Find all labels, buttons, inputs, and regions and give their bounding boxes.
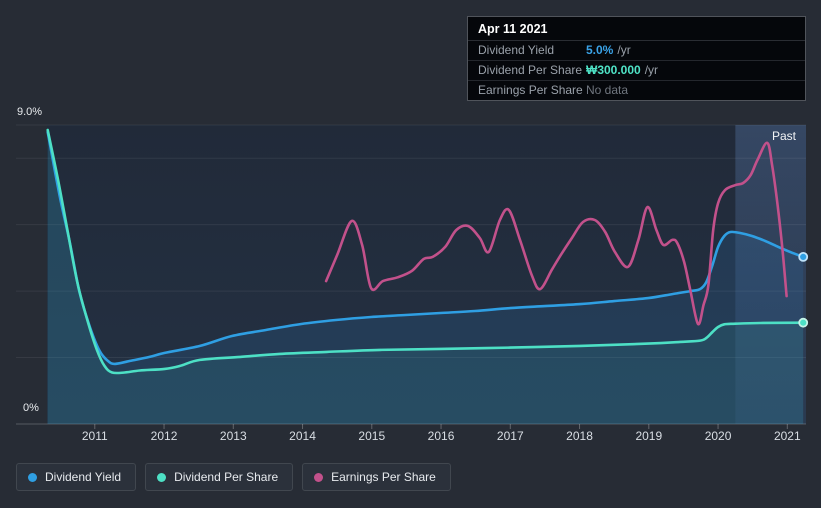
x-axis-label-2018: 2018 <box>552 429 608 443</box>
x-axis-label-2014: 2014 <box>275 429 331 443</box>
tooltip-row-value: 5.0% <box>586 44 613 57</box>
legend-item-dividend-per-share[interactable]: Dividend Per Share <box>145 463 293 491</box>
legend-dot-icon <box>314 473 323 482</box>
chart-legend: Dividend Yield Dividend Per Share Earnings… <box>16 463 451 491</box>
x-axis-label-2012: 2012 <box>136 429 192 443</box>
x-axis-label-2021: 2021 <box>759 429 815 443</box>
legend-item-label: Dividend Yield <box>45 470 121 484</box>
x-axis-label-2020: 2020 <box>690 429 746 443</box>
dividend-per-share-end-dot[interactable] <box>799 319 807 327</box>
legend-item-label: Dividend Per Share <box>174 470 278 484</box>
x-axis-label-2017: 2017 <box>482 429 538 443</box>
legend-item-dividend-yield[interactable]: Dividend Yield <box>16 463 136 491</box>
dividend-history-panel: 9.0% 0% 2011 2012 2013 2014 2015 2016 2017 2018… <box>0 0 821 508</box>
tooltip-row-label: Dividend Per Share <box>478 64 586 77</box>
y-axis-label-top: 9.0% <box>17 106 42 118</box>
x-axis-label-2015: 2015 <box>344 429 400 443</box>
tooltip-row-value: ₩300.000 <box>586 64 641 77</box>
tooltip-row-label: Earnings Per Share <box>478 84 586 97</box>
x-axis-label-2019: 2019 <box>621 429 677 443</box>
x-axis-label-2013: 2013 <box>205 429 261 443</box>
legend-dot-icon <box>157 473 166 482</box>
tooltip-row-earnings-per-share: Earnings Per ShareNo data <box>468 81 805 100</box>
x-axis-label-2011: 2011 <box>67 429 123 443</box>
legend-item-label: Earnings Per Share <box>331 470 436 484</box>
tooltip-date: Apr 11 2021 <box>468 17 805 41</box>
tooltip-row-dividend-yield: Dividend Yield5.0% /yr <box>468 41 805 61</box>
tooltip-row-unit: /yr <box>617 44 630 57</box>
tooltip-row-label: Dividend Yield <box>478 44 586 57</box>
tooltip-row-unit: /yr <box>645 64 658 77</box>
past-label: Past <box>772 129 796 143</box>
legend-item-earnings-per-share[interactable]: Earnings Per Share <box>302 463 451 491</box>
tooltip-row-value: No data <box>586 84 628 97</box>
legend-dot-icon <box>28 473 37 482</box>
x-axis-label-2016: 2016 <box>413 429 469 443</box>
y-axis-label-zero: 0% <box>23 402 39 414</box>
chart-tooltip: Apr 11 2021 Dividend Yield5.0%/yrDividen… <box>467 16 806 101</box>
dividend-yield-end-dot[interactable] <box>799 253 807 261</box>
tooltip-row-dividend-per-share: Dividend Per Share₩300.000/yr <box>468 61 805 81</box>
